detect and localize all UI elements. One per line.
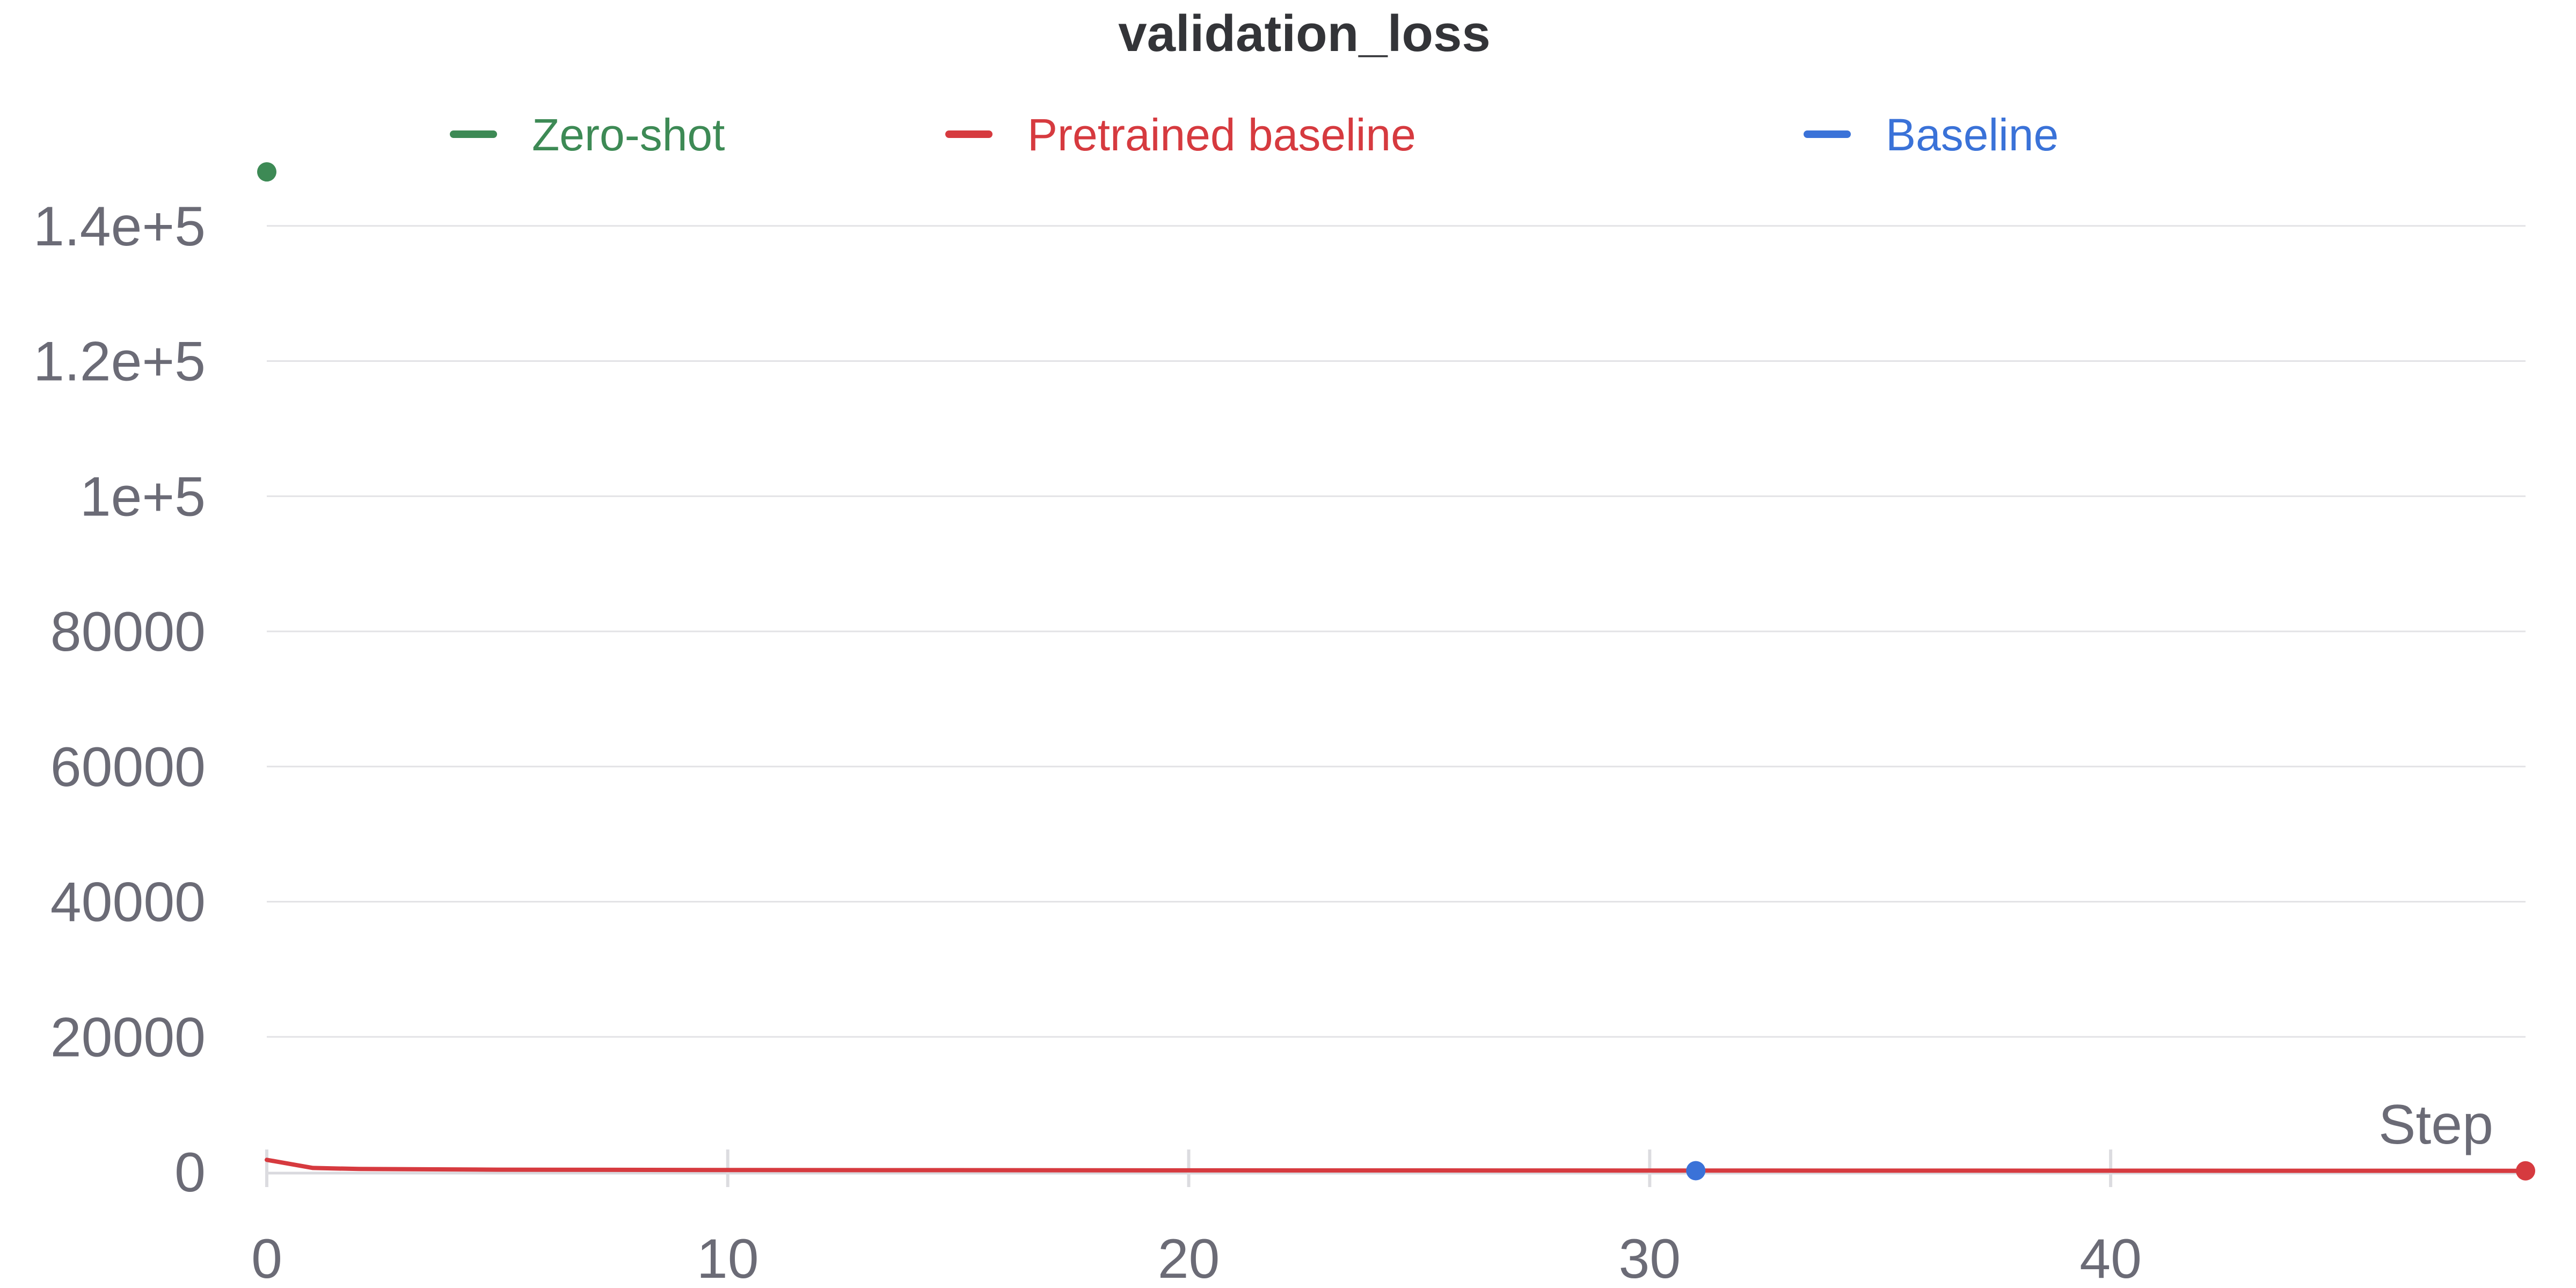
- x-axis-label: Step: [2378, 1094, 2493, 1156]
- plot-area[interactable]: [257, 162, 2535, 1181]
- series-baseline[interactable]: [1686, 1161, 1706, 1181]
- legend-item[interactable]: Baseline: [1804, 110, 2059, 160]
- y-tick-label: 80000: [50, 601, 206, 663]
- data-point[interactable]: [1686, 1161, 1706, 1181]
- legend-label: Zero-shot: [532, 110, 725, 160]
- x-tick-label: 20: [1158, 1228, 1220, 1288]
- legend[interactable]: Zero-shot Pretrained baseline Baseline: [450, 110, 2059, 160]
- y-tick-label: 40000: [50, 871, 206, 934]
- legend-item[interactable]: Zero-shot: [450, 110, 725, 160]
- x-tick-label: 30: [1618, 1228, 1681, 1288]
- data-point[interactable]: [257, 162, 276, 182]
- legend-label: Baseline: [1886, 110, 2059, 160]
- y-tick-label: 1.2e+5: [33, 331, 206, 393]
- y-tick-label: 60000: [50, 736, 206, 798]
- series-line[interactable]: [265, 1158, 2528, 1173]
- y-axis: 0 20000 40000 60000 80000 1e+5 1.2e+5 1.4e+5: [33, 195, 206, 1204]
- legend-label: Pretrained baseline: [1027, 110, 1416, 160]
- grid: [267, 225, 2526, 1175]
- chart-title: validation_loss: [1118, 5, 1491, 62]
- legend-item[interactable]: Pretrained baseline: [945, 110, 1416, 160]
- y-tick-label: 1.4e+5: [33, 195, 206, 258]
- series-zero-shot[interactable]: [257, 162, 276, 182]
- x-tick-label: 0: [251, 1228, 282, 1288]
- y-tick-label: 0: [174, 1141, 206, 1204]
- data-point[interactable]: [2516, 1161, 2535, 1181]
- x-axis: 0 10 20 30 40: [251, 1149, 2142, 1288]
- y-tick-label: 20000: [50, 1006, 206, 1068]
- series-pretrained-baseline[interactable]: [265, 1158, 2535, 1181]
- x-tick-label: 10: [697, 1228, 759, 1288]
- x-tick-label: 40: [2079, 1228, 2142, 1288]
- y-tick-label: 1e+5: [80, 465, 206, 528]
